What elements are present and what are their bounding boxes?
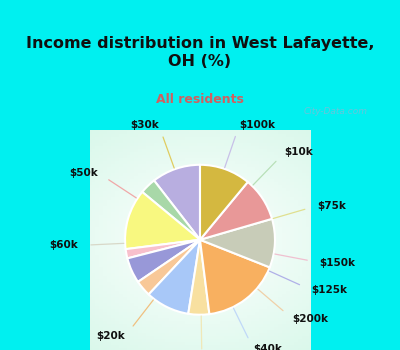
Text: City-Data.com: City-Data.com xyxy=(304,107,368,117)
Text: $75k: $75k xyxy=(317,201,346,211)
Wedge shape xyxy=(126,240,200,258)
Text: $125k: $125k xyxy=(311,285,347,295)
Text: $150k: $150k xyxy=(320,258,356,267)
Wedge shape xyxy=(149,240,200,314)
Wedge shape xyxy=(200,165,248,240)
Text: $40k: $40k xyxy=(254,344,282,350)
Text: Income distribution in West Lafayette,
OH (%): Income distribution in West Lafayette, O… xyxy=(26,36,374,69)
Text: $50k: $50k xyxy=(70,168,98,178)
Text: $100k: $100k xyxy=(240,120,276,130)
Text: $60k: $60k xyxy=(50,240,78,251)
Wedge shape xyxy=(200,240,270,314)
Text: All residents: All residents xyxy=(156,93,244,106)
Wedge shape xyxy=(200,219,275,267)
Wedge shape xyxy=(125,192,200,249)
Wedge shape xyxy=(127,240,200,282)
Text: $10k: $10k xyxy=(285,147,314,158)
Wedge shape xyxy=(142,181,200,240)
Wedge shape xyxy=(200,182,272,240)
Wedge shape xyxy=(188,240,209,315)
Text: $200k: $200k xyxy=(292,314,328,324)
Wedge shape xyxy=(138,240,200,294)
Text: $30k: $30k xyxy=(130,120,159,130)
Text: $20k: $20k xyxy=(97,331,125,341)
Wedge shape xyxy=(154,165,200,240)
